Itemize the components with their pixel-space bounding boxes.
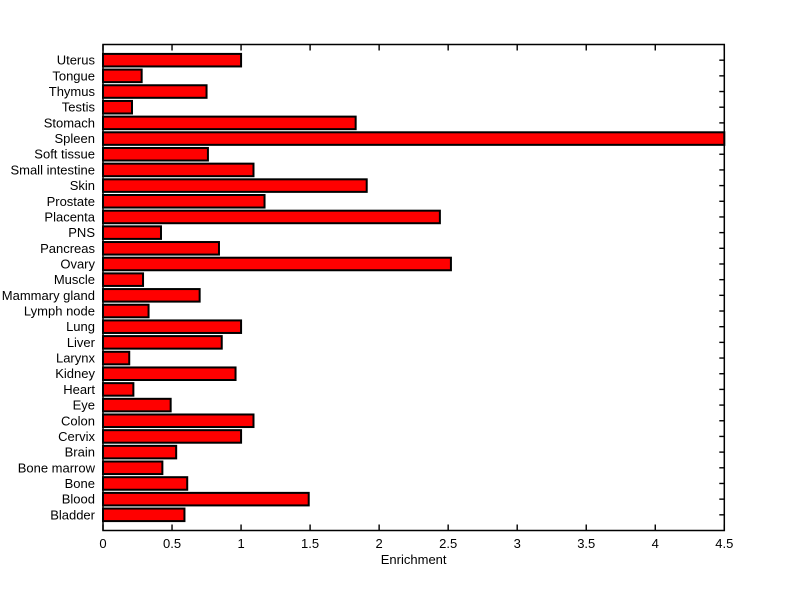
bar-stomach — [102, 115, 357, 131]
y-tick-label-bone-marrow: Bone marrow — [18, 460, 96, 475]
bar-kidney — [102, 366, 237, 381]
y-tick-label-uterus: Uterus — [57, 53, 96, 68]
bar-soft-tissue — [102, 146, 209, 162]
y-tick-label-thymus: Thymus — [49, 84, 96, 99]
y-tick-label-mammary-gland: Mammary gland — [2, 288, 95, 303]
y-tick-label-tongue: Tongue — [52, 68, 95, 83]
bar-spleen — [102, 131, 726, 146]
x-tick-label-7: 3.5 — [577, 536, 595, 551]
y-tick-label-testis: Testis — [62, 100, 96, 115]
bar-larynx — [102, 350, 131, 366]
y-tick-label-prostate: Prostate — [47, 194, 95, 209]
y-tick-label-lung: Lung — [66, 319, 95, 334]
x-tick-label-9: 4.5 — [715, 536, 733, 551]
y-tick-label-ovary: Ovary — [60, 256, 95, 271]
bar-thymus — [102, 84, 208, 99]
bar-uterus — [102, 52, 243, 68]
y-tick-label-soft-tissue: Soft tissue — [34, 147, 95, 162]
y-tick-label-lymph-node: Lymph node — [24, 304, 95, 319]
y-tick-label-bladder: Bladder — [50, 507, 95, 522]
axis-box — [102, 43, 726, 532]
x-tick-label-0: 0 — [99, 536, 106, 551]
bar-brain — [102, 444, 178, 460]
bar-testis — [102, 99, 133, 115]
bar-small-intestine — [102, 162, 255, 178]
bar-colon — [102, 413, 255, 429]
x-axis-label: Enrichment — [381, 552, 447, 567]
x-tick-label-3: 1.5 — [301, 536, 319, 551]
bar-bone-marrow — [102, 460, 164, 476]
y-tick-label-pancreas: Pancreas — [40, 241, 95, 256]
y-tick-label-cervix: Cervix — [58, 429, 95, 444]
y-tick-label-kidney: Kidney — [55, 366, 95, 381]
bar-muscle — [102, 272, 145, 287]
bar-lymph-node — [102, 303, 150, 319]
bar-mammary-gland — [102, 288, 201, 303]
bar-tongue — [102, 68, 143, 84]
bar-prostate — [102, 194, 266, 209]
bar-lung — [102, 319, 243, 334]
bar-cervix — [102, 429, 243, 444]
bar-skin — [102, 178, 368, 193]
y-tick-label-brain: Brain — [65, 445, 95, 460]
y-tick-label-small-intestine: Small intestine — [10, 162, 95, 177]
y-tick-label-placenta: Placenta — [44, 209, 95, 224]
y-tick-label-eye: Eye — [73, 398, 95, 413]
x-tick-label-6: 3 — [514, 536, 521, 551]
y-tick-label-blood: Blood — [62, 492, 95, 507]
x-tick-label-2: 1 — [237, 536, 244, 551]
y-tick-label-heart: Heart — [63, 382, 95, 397]
bar-bone — [102, 476, 189, 491]
x-tick-label-8: 4 — [652, 536, 659, 551]
x-tick-label-5: 2.5 — [439, 536, 457, 551]
y-tick-label-pns: PNS — [68, 225, 95, 240]
bar-bladder — [102, 507, 186, 523]
y-tick-label-stomach: Stomach — [44, 115, 95, 130]
y-tick-label-skin: Skin — [70, 178, 95, 193]
y-tick-label-bone: Bone — [65, 476, 95, 491]
bar-heart — [102, 382, 135, 397]
y-tick-label-colon: Colon — [61, 413, 95, 428]
bar-pancreas — [102, 241, 220, 256]
x-tick-label-1: 0.5 — [163, 536, 181, 551]
bar-eye — [102, 397, 172, 413]
x-tick-label-4: 2 — [376, 536, 383, 551]
bar-ovary — [102, 256, 452, 272]
bar-pns — [102, 225, 162, 240]
y-tick-label-spleen: Spleen — [55, 131, 95, 146]
bar-placenta — [102, 209, 441, 225]
bar-liver — [102, 335, 223, 350]
y-tick-label-larynx: Larynx — [56, 351, 96, 366]
bar-blood — [102, 491, 310, 507]
y-tick-label-liver: Liver — [67, 335, 96, 350]
y-tick-label-muscle: Muscle — [54, 272, 95, 287]
